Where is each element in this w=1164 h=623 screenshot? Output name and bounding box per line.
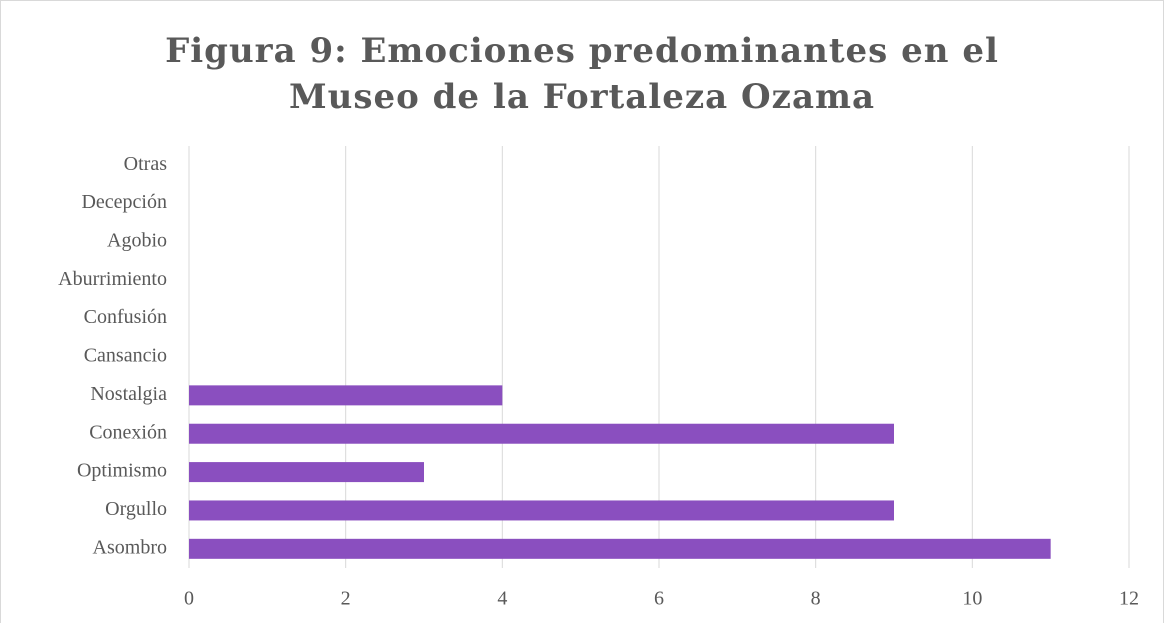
y-tick-label: Nostalgia	[90, 383, 167, 405]
y-tick-label: Agobio	[107, 230, 167, 252]
chart-title: Figura 9: Emociones predominantes en el …	[165, 31, 999, 117]
x-tick-label: 10	[962, 588, 982, 610]
y-tick-label: Conexión	[89, 421, 167, 443]
bar	[189, 538, 1051, 559]
y-tick-label: Orgullo	[105, 498, 167, 520]
x-tick-label: 0	[184, 588, 194, 610]
y-tick-label: Decepción	[81, 191, 167, 213]
y-tick-label: Asombro	[93, 536, 167, 558]
x-tick-label: 2	[341, 588, 351, 610]
x-tick-label: 8	[811, 588, 821, 610]
x-tick-label: 12	[1119, 588, 1139, 610]
bar	[189, 423, 894, 444]
bar	[189, 462, 424, 483]
y-tick-label: Cansancio	[84, 345, 167, 367]
x-tick-label: 6	[654, 588, 664, 610]
y-tick-label: Confusión	[84, 306, 167, 328]
y-tick-label: Optimismo	[77, 460, 167, 482]
y-tick-label: Aburrimiento	[58, 268, 167, 290]
y-tick-label: Otras	[124, 153, 168, 175]
bar	[189, 500, 894, 521]
x-tick-label: 4	[497, 588, 507, 610]
bar	[189, 385, 503, 406]
